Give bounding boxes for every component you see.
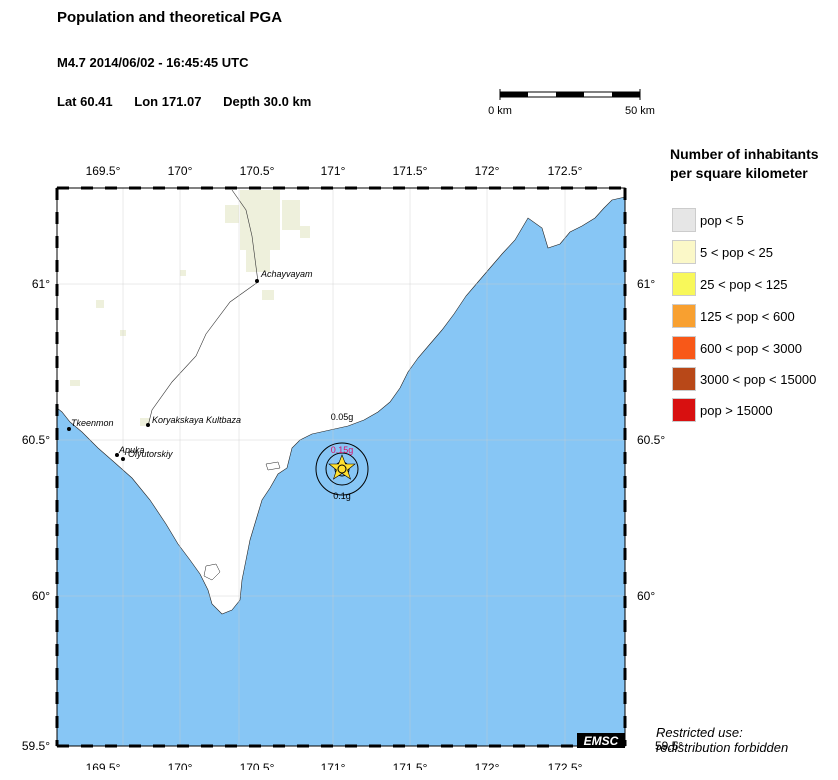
place-label: Olyutorskiy <box>128 449 173 459</box>
y-tick-right: 61° <box>637 277 655 291</box>
y-tick-right: 60.5° <box>637 433 665 447</box>
depth-label: Depth 30.0 km <box>223 94 312 109</box>
legend-label: 125 < pop < 600 <box>700 309 795 324</box>
x-tick-top: 170.5° <box>240 164 275 178</box>
usage-notice: Restricted use: redistribution forbidden <box>656 725 788 755</box>
legend-label: 3000 < pop < 15000 <box>700 372 817 387</box>
y-tick-left: 61° <box>32 277 50 291</box>
place-label: Koryakskaya Kultbaza <box>152 415 241 425</box>
map-title: Population and theoretical PGA <box>57 9 283 26</box>
place-label: Achayvayam <box>260 269 313 279</box>
x-tick-bottom: 171° <box>321 761 346 770</box>
pga-label: 0.15g <box>331 445 354 455</box>
pga-label: 0.1g <box>333 491 351 501</box>
epicenter-icon <box>337 464 347 474</box>
x-tick-top: 172° <box>475 164 500 178</box>
x-tick-bottom: 169.5° <box>86 761 121 770</box>
legend-label: pop > 15000 <box>700 403 773 418</box>
y-tick-left: 60° <box>32 589 50 603</box>
place-marker <box>146 423 150 427</box>
x-tick-bottom: 172.5° <box>548 761 583 770</box>
legend-item: 125 < pop < 600 <box>672 304 832 330</box>
legend-label: 600 < pop < 3000 <box>700 341 802 356</box>
latitude-label: Lat 60.41 <box>57 94 113 109</box>
legend-item: 25 < pop < 125 <box>672 272 832 298</box>
legend-swatch <box>672 272 696 296</box>
legend-label: 5 < pop < 25 <box>700 245 774 260</box>
location-info: Lat 60.41 Lon 171.07 Depth 30.0 km <box>57 94 329 109</box>
legend-swatch <box>672 367 696 391</box>
scale-bar: 0 km 50 km <box>488 89 655 117</box>
usage-notice-line: Restricted use: <box>656 725 743 740</box>
legend-item: pop < 5 <box>672 208 832 234</box>
place-marker <box>255 279 259 283</box>
map-frame <box>56 187 626 747</box>
legend-title-line: Number of inhabitants <box>670 146 819 162</box>
island <box>265 461 281 471</box>
scale-right-label: 50 km <box>625 105 655 117</box>
x-tick-top: 171.5° <box>393 164 428 178</box>
land-mass <box>56 187 626 615</box>
longitude-label: Lon 171.07 <box>134 94 202 109</box>
x-tick-top: 170° <box>168 164 193 178</box>
legend-label: 25 < pop < 125 <box>700 277 788 292</box>
emsc-logo <box>577 733 625 748</box>
y-tick-right: 60° <box>637 589 655 603</box>
legend-swatch <box>672 208 696 232</box>
legend-swatch <box>672 398 696 422</box>
scale-left-label: 0 km <box>488 105 512 117</box>
legend-title-line: per square kilometer <box>670 165 808 181</box>
place-label: Apuka <box>118 445 145 455</box>
island <box>203 563 221 581</box>
legend-item: pop > 15000 <box>672 398 832 424</box>
x-tick-bottom: 172° <box>475 761 500 770</box>
pga-label: 0.05g <box>331 412 354 422</box>
legend-label: pop < 5 <box>700 213 744 228</box>
legend-item: 3000 < pop < 15000 <box>672 367 832 393</box>
population-shading <box>70 190 310 426</box>
map-border <box>55 186 627 748</box>
x-tick-bottom: 171.5° <box>393 761 428 770</box>
y-tick-left: 60.5° <box>22 433 50 447</box>
x-tick-top: 169.5° <box>86 164 121 178</box>
x-tick-bottom: 170.5° <box>240 761 275 770</box>
y-tick-right: 59.5° <box>655 739 683 753</box>
y-tick-left: 59.5° <box>22 739 50 753</box>
pga-map: 169.5° 170° 170.5° 171° 171.5° 172° 172.… <box>22 164 684 770</box>
event-info: M4.7 2014/06/02 - 16:45:45 UTC <box>57 55 249 70</box>
legend-title: Number of inhabitants per square kilomet… <box>670 145 819 183</box>
x-tick-top: 171° <box>321 164 346 178</box>
legend-item: 600 < pop < 3000 <box>672 336 832 362</box>
x-tick-bottom: 170° <box>168 761 193 770</box>
legend-swatch <box>672 304 696 328</box>
place-marker <box>121 457 125 461</box>
road <box>147 189 259 427</box>
place-marker <box>67 427 71 431</box>
place-label: Tkeenmon <box>71 418 114 428</box>
emsc-logo-text: EMSC <box>584 734 619 748</box>
legend-swatch <box>672 336 696 360</box>
usage-notice-line: redistribution forbidden <box>656 740 789 755</box>
legend-item: 5 < pop < 25 <box>672 240 832 266</box>
x-tick-top: 172.5° <box>548 164 583 178</box>
place-marker <box>115 453 119 457</box>
legend-swatch <box>672 240 696 264</box>
